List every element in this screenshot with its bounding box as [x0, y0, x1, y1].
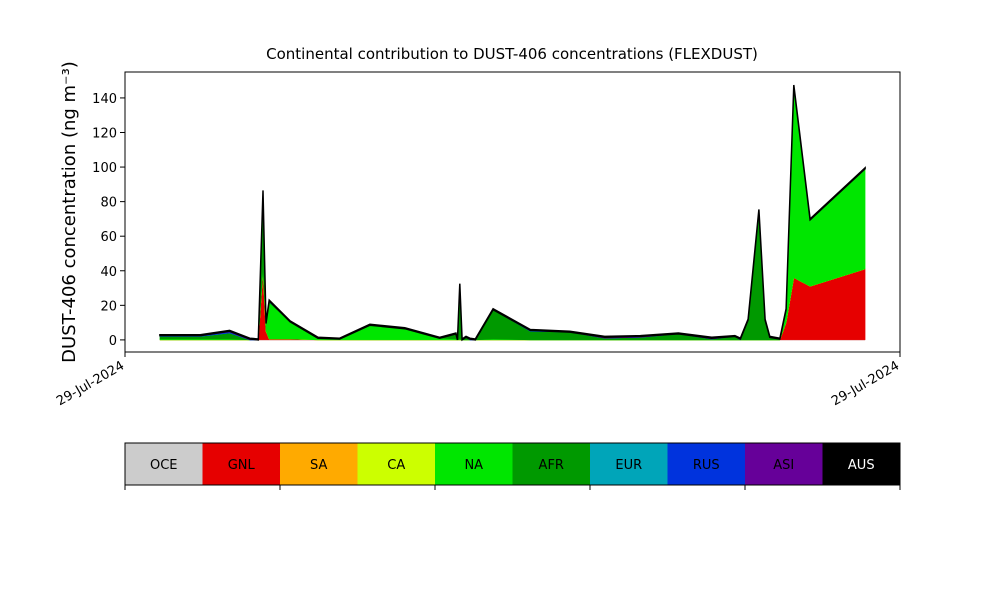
- y-axis-label: DUST-406 concentration (ng m⁻³): [59, 61, 80, 363]
- legend-label: CA: [387, 458, 405, 473]
- legend-swatch: [202, 443, 280, 485]
- legend-label: EUR: [615, 458, 642, 473]
- x-tick-label: 29-Jul-2024: [54, 358, 127, 409]
- y-tick-label: 100: [92, 161, 117, 176]
- legend-swatch: [435, 443, 513, 485]
- legend-swatch: [822, 443, 900, 485]
- legend-swatch: [590, 443, 668, 485]
- legend-swatch: [357, 443, 435, 485]
- legend-swatch: [512, 443, 590, 485]
- legend-label: OCE: [150, 458, 178, 473]
- legend-swatch: [745, 443, 823, 485]
- legend-label: ASI: [773, 458, 794, 473]
- legend-label: SA: [310, 458, 327, 473]
- y-tick-label: 60: [100, 230, 117, 245]
- legend-label: GNL: [228, 458, 256, 473]
- x-tick-label: 29-Jul-2024: [829, 358, 902, 409]
- y-tick-label: 0: [109, 334, 117, 349]
- legend-label: AFR: [539, 458, 564, 473]
- legend-label: NA: [464, 458, 483, 473]
- legend-swatch: [280, 443, 358, 485]
- y-tick-label: 80: [100, 196, 117, 211]
- legend-swatch: [125, 443, 203, 485]
- legend-swatch: [667, 443, 745, 485]
- y-tick-label: 20: [100, 299, 117, 314]
- legend-label: AUS: [848, 458, 875, 473]
- chart-title: Continental contribution to DUST-406 con…: [266, 45, 758, 63]
- legend-label: RUS: [693, 458, 720, 473]
- y-tick-label: 120: [92, 126, 117, 141]
- area: [159, 84, 866, 342]
- legend-frame: [124, 442, 901, 486]
- y-tick-label: 40: [100, 265, 117, 280]
- plot-frame: [124, 71, 901, 353]
- y-tick-label: 140: [92, 92, 117, 107]
